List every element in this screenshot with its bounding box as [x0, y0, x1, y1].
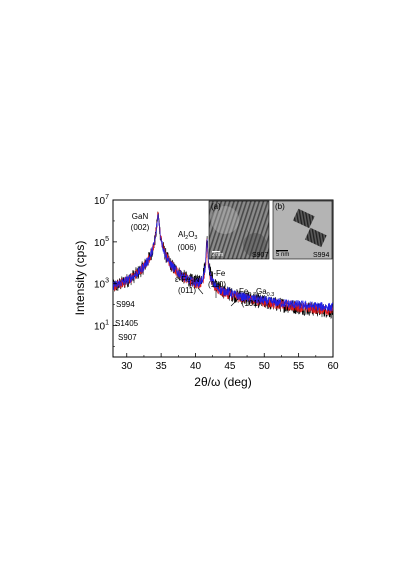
al2o3-label: Al2O3 — [178, 230, 197, 241]
y-tick-label: 105 — [94, 236, 109, 249]
fe2n-arrow — [197, 287, 204, 295]
gan-index: (002) — [131, 223, 150, 232]
fega-arrow — [230, 298, 239, 307]
inset-b-panel-label: (b) — [275, 202, 285, 211]
inset-a-scale-label: 2 nm — [212, 252, 223, 258]
inset-b-sample-label: S994 — [313, 252, 329, 259]
x-tick-label: 30 — [121, 361, 133, 372]
x-tick-label: 55 — [293, 361, 305, 372]
inset-a: (a) S907 2 nm — [208, 200, 270, 260]
inset-a-panel-label: (a) — [211, 202, 221, 211]
inset-a-sample-label: S907 — [252, 252, 268, 259]
y-tick-label: 101 — [94, 320, 109, 333]
x-tick-label: 35 — [156, 361, 168, 372]
inset-b-scale-bar — [276, 250, 288, 252]
fega-label: Fe0.7Ga0.3 — [239, 287, 274, 298]
plot-frame — [112, 199, 334, 358]
y-tick-label: 103 — [94, 278, 109, 291]
y-axis: 101 103 105 107 — [94, 194, 117, 347]
series-line-s994 — [113, 213, 333, 312]
series-labels: S994 S1405 S907 — [115, 300, 139, 342]
al2o3-index: (006) — [178, 243, 197, 252]
peak-annotations: GaN (002) Al2O3 (006) ε-Fe2N (011) α-Fe … — [131, 212, 275, 308]
x-tick-label: 50 — [259, 361, 271, 372]
x-tick-label: 45 — [224, 361, 236, 372]
label-s1405: S1405 — [115, 319, 139, 328]
spectra-area — [113, 211, 333, 320]
inset-b-scale-label: 5 nm — [276, 252, 289, 258]
fe2n-label: ε-Fe2N — [175, 275, 200, 286]
y-axis-label: Intensity (cps) — [73, 241, 87, 316]
x-tick-label: 40 — [190, 361, 202, 372]
fega-index: (101) — [242, 299, 261, 308]
afe-label: α-Fe — [209, 269, 226, 278]
label-s907: S907 — [118, 333, 137, 342]
gan-label: GaN — [132, 212, 149, 221]
fe2n-index: (011) — [178, 286, 196, 295]
inset-a-scale-bar — [212, 251, 220, 253]
x-axis-label: 2θ/ω (deg) — [194, 375, 251, 389]
y-tick-label: 107 — [94, 194, 109, 207]
x-axis: 30 35 40 45 50 55 60 — [121, 353, 339, 372]
x-tick-label: 60 — [327, 361, 339, 372]
label-s994: S994 — [116, 300, 135, 309]
afe-index: (110) — [208, 280, 226, 289]
inset-b: (b) S994 5 nm — [272, 200, 333, 260]
